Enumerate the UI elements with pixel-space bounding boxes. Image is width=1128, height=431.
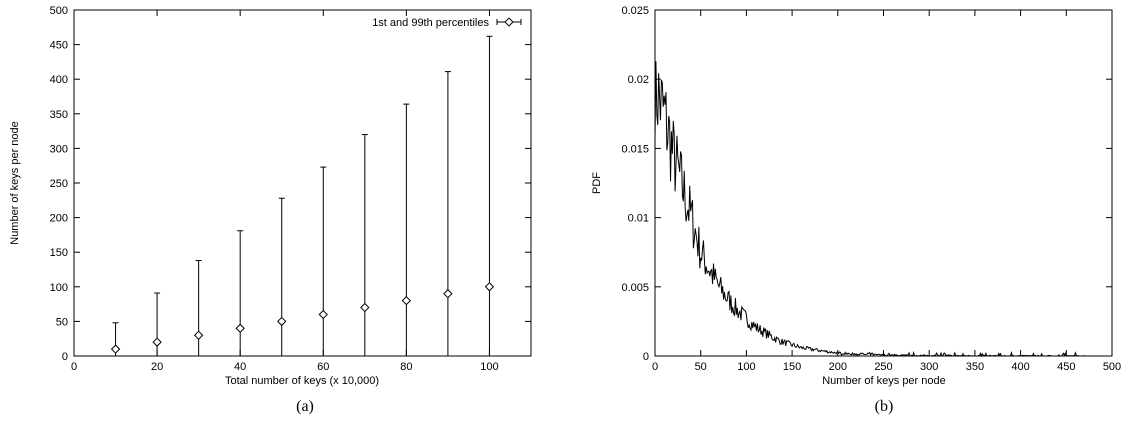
- chart-a-x-tick-label: 0: [71, 361, 77, 373]
- chart-a-x-tick-label: 20: [151, 361, 163, 373]
- chart-b-x-tick-label: 350: [966, 361, 984, 373]
- chart-b-y-tick-label: 0.005: [621, 282, 649, 294]
- chart-b-y-tick-label: 0: [643, 351, 649, 363]
- chart-a-caption: (a): [296, 398, 314, 415]
- chart-b-x-tick-label: 50: [695, 361, 707, 373]
- chart-b-pdf-line: [654, 61, 1085, 358]
- chart-a-y-tick-label: 200: [50, 213, 68, 225]
- chart-a-marks: [110, 35, 495, 357]
- chart-a-x-tick-label: 100: [480, 361, 498, 373]
- chart-a-x-tick-label: 40: [234, 361, 246, 373]
- chart-b-x-tick-label: 400: [1011, 361, 1029, 373]
- chart-b-x-tick-label: 250: [874, 361, 892, 373]
- chart-a-y-tick-label: 0: [62, 351, 68, 363]
- chart-b-x-tick-label: 150: [783, 361, 801, 373]
- mean-marker: [277, 316, 287, 327]
- chart-a-y-tick-label: 100: [50, 282, 68, 294]
- chart-a-y-tick-label: 450: [50, 40, 68, 52]
- chart-a-y-tick-label: 400: [50, 74, 68, 86]
- chart-a-x-tick-label: 80: [400, 361, 412, 373]
- mean-marker: [443, 289, 453, 299]
- chart-b-y-tick-label: 0.025: [621, 5, 649, 17]
- chart-a-y-tick-label: 300: [50, 143, 68, 155]
- chart-b-caption: (b): [875, 398, 894, 415]
- chart-b-x-tick-label: 300: [920, 361, 938, 373]
- chart-b-x-tick-label: 100: [737, 361, 755, 373]
- chart-a-plot-frame: [73, 9, 532, 357]
- chart-b-x-tick-label: 200: [829, 361, 847, 373]
- chart-b-x-tick-label: 450: [1057, 361, 1075, 373]
- chart-a-y-ticks: 0 50 100 150 200 250 300 350 400 450 500: [50, 5, 531, 363]
- chart-a-y-tick-label: 50: [56, 316, 68, 328]
- chart-a-x-tick-label: 60: [317, 361, 329, 373]
- chart-b-y-ticks: 0 0.005 0.01 0.015 0.02 0.025: [621, 5, 1112, 363]
- mean-marker: [401, 295, 412, 306]
- chart-a-y-tick-label: 150: [50, 247, 68, 259]
- chart-b-x-ticks: 0 50 100 150 200 250 300 350 400 450 500: [652, 10, 1121, 373]
- chart-b-plot-frame: [654, 9, 1113, 357]
- chart-b-x-axis-label: Number of keys per node: [822, 375, 946, 387]
- chart-b-x-tick-label: 500: [1103, 361, 1121, 373]
- chart-a-x-axis-label: Total number of keys (x 10,000): [225, 375, 379, 387]
- chart-a-x-ticks: 0 20 40 60 80 100: [71, 10, 499, 373]
- chart-a-y-tick-label: 250: [50, 178, 68, 190]
- mean-marker: [193, 330, 204, 340]
- mean-marker: [484, 282, 495, 292]
- chart-a-y-axis-label: Number of keys per node: [9, 121, 21, 245]
- chart-a-legend: 1st and 99th percentiles: [372, 17, 522, 29]
- mean-marker: [318, 309, 328, 320]
- mean-marker: [152, 337, 162, 347]
- mean-marker: [110, 344, 121, 354]
- chart-b-x-tick-label: 0: [652, 361, 658, 373]
- chart-a-y-tick-label: 350: [50, 109, 68, 121]
- chart-b-y-tick-label: 0.02: [628, 74, 649, 86]
- chart-b-y-axis-label: PDF: [591, 172, 603, 194]
- chart-a: 0 20 40 60 80 100 0 50 100 150 200 250 300 350 400 450…: [9, 5, 532, 415]
- chart-b-y-tick-label: 0.01: [628, 213, 649, 225]
- chart-a-legend-marker: [504, 17, 514, 27]
- mean-marker: [235, 323, 245, 333]
- chart-a-legend-label: 1st and 99th percentiles: [372, 17, 489, 29]
- chart-a-y-tick-label: 500: [50, 5, 68, 17]
- chart-b: 0 50 100 150 200 250 300 350 400 450 500 0 0.005 0.0…: [591, 5, 1121, 415]
- mean-marker: [360, 302, 370, 313]
- chart-b-y-tick-label: 0.015: [621, 143, 649, 155]
